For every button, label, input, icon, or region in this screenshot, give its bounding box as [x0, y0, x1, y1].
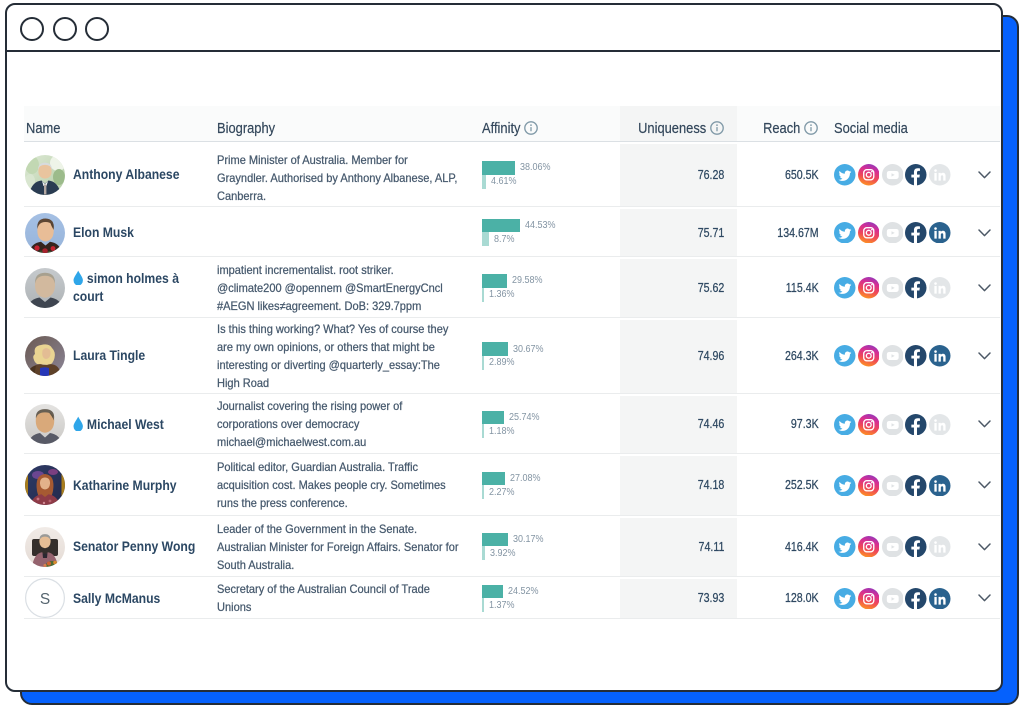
svg-text:S: S	[40, 591, 50, 608]
